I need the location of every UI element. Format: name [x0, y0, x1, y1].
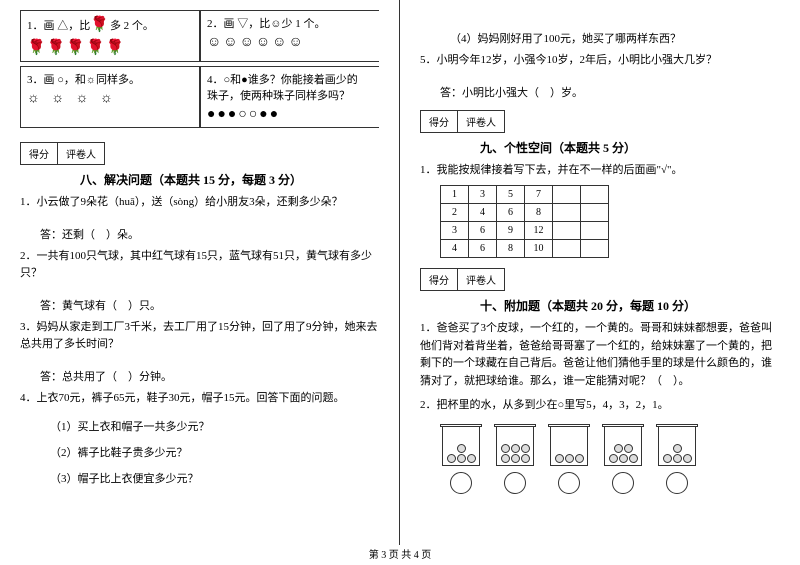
- cup: [494, 424, 536, 494]
- score-box-8: 得分 评卷人: [20, 142, 379, 165]
- cup: [440, 424, 482, 494]
- question-2: 2．画 ▽，比☺少 1 个。 ☺☺☺☺☺☺: [200, 10, 379, 62]
- cup: [656, 424, 698, 494]
- sub-4-4: （4）妈妈刚好用了100元，她买了哪两样东西？: [450, 30, 780, 46]
- score-box-9: 得分 评卷人: [420, 110, 780, 133]
- table-cell: [553, 222, 581, 240]
- table-cell: 5: [497, 186, 525, 204]
- table-cell: [581, 222, 609, 240]
- score-label-9: 得分: [420, 110, 458, 133]
- table-cell: 6: [497, 204, 525, 222]
- q1-tail: 多 2 个。: [110, 20, 154, 32]
- table-cell: 7: [525, 186, 553, 204]
- q1-icons: 🌹🌹🌹🌹🌹: [27, 38, 193, 57]
- answer-circle[interactable]: [450, 472, 472, 494]
- table-cell: 2: [441, 204, 469, 222]
- q2-label: 2．画 ▽，比: [207, 18, 270, 30]
- table-cell: [581, 240, 609, 258]
- cup: [602, 424, 644, 494]
- grader-label: 评卷人: [57, 142, 105, 165]
- q4-line2: 珠子，使两种珠子同样多吗？: [207, 87, 373, 103]
- sub-4-2: （2）裤子比鞋子贵多少元？: [50, 444, 379, 460]
- question-3: 3．画 ○，和☼同样多。 ☼ ☼ ☼ ☼: [20, 66, 200, 128]
- table-cell: 4: [441, 240, 469, 258]
- score-label-10: 得分: [420, 268, 458, 291]
- q1-label: 1．画 △，比: [27, 20, 90, 32]
- table-cell: [553, 240, 581, 258]
- problem-10-1: 1．爸爸买了3个皮球，一个红的，一个黄的。哥哥和妹妹都想要，爸爸叫他们背对着背坐…: [420, 320, 780, 390]
- section-9-title: 九、个性空间（本题共 5 分）: [480, 139, 780, 156]
- problem-10-2: 2．把杯里的水，从多到少在○里写5，4，3，2，1。: [420, 397, 780, 415]
- table-cell: 8: [497, 240, 525, 258]
- table-cell: 6: [469, 222, 497, 240]
- problem-5: 5．小明今年12岁，小强今10岁，2年后，小明比小强大几岁？: [420, 52, 780, 70]
- answer-circle[interactable]: [558, 472, 580, 494]
- q3-label: 3．画 ○，和: [27, 74, 86, 86]
- answer-2: 答：黄气球有（ ）只。: [40, 297, 379, 313]
- problem-9-1: 1．我能按规律接着写下去，并在不一样的后面画"√"。: [420, 162, 780, 180]
- grader-label-10: 评卷人: [457, 268, 505, 291]
- q2-icons: ☺☺☺☺☺☺: [207, 35, 373, 51]
- table-cell: 8: [525, 204, 553, 222]
- table-cell: 10: [525, 240, 553, 258]
- q4-icons: ●●●○○●●: [207, 107, 373, 123]
- section-8-title: 八、解决问题（本题共 15 分，每题 3 分）: [80, 171, 379, 188]
- problem-4: 4．上衣70元，裤子65元，鞋子30元，帽子15元。回答下面的问题。: [20, 390, 379, 408]
- pattern-table: 135724683691246810: [440, 185, 609, 258]
- table-cell: [553, 186, 581, 204]
- table-cell: 9: [497, 222, 525, 240]
- problem-3: 3．妈妈从家走到工厂3千米，去工厂用了15分钟，回了用了9分钟，她来去总共用了多…: [20, 319, 379, 354]
- answer-3: 答：总共用了（ ）分钟。: [40, 368, 379, 384]
- answer-circle[interactable]: [666, 472, 688, 494]
- score-label: 得分: [20, 142, 58, 165]
- q4-label: 4．○和●谁多？你能接着画少的: [207, 71, 373, 87]
- section-10-title: 十、附加题（本题共 20 分，每题 10 分）: [480, 297, 780, 314]
- table-cell: 3: [441, 222, 469, 240]
- grader-label-9: 评卷人: [457, 110, 505, 133]
- sub-4-3: （3）帽子比上衣便宜多少元？: [50, 470, 379, 486]
- table-cell: 1: [441, 186, 469, 204]
- question-4: 4．○和●谁多？你能接着画少的 珠子，使两种珠子同样多吗？ ●●●○○●●: [200, 66, 379, 128]
- q2-tail: 少 1 个。: [281, 18, 325, 30]
- q3-icons: ☼ ☼ ☼ ☼: [27, 91, 193, 107]
- score-box-10: 得分 评卷人: [420, 268, 780, 291]
- problem-1: 1．小云做了9朵花（huā），送（sòng）给小朋友3朵，还剩多少朵？: [20, 194, 379, 212]
- sub-4-1: （1）买上衣和帽子一共多少元？: [50, 418, 379, 434]
- cups-row: [440, 424, 780, 494]
- cup: [548, 424, 590, 494]
- table-cell: [581, 204, 609, 222]
- page-footer: 第 3 页 共 4 页: [0, 546, 800, 561]
- table-cell: [553, 204, 581, 222]
- table-cell: [581, 186, 609, 204]
- answer-1: 答：还剩（ ）朵。: [40, 226, 379, 242]
- table-cell: 3: [469, 186, 497, 204]
- table-cell: 6: [469, 240, 497, 258]
- answer-circle[interactable]: [504, 472, 526, 494]
- question-1: 1．画 △，比🌹多 2 个。 🌹🌹🌹🌹🌹: [20, 10, 200, 62]
- answer-5: 答：小明比小强大（ ）岁。: [440, 84, 780, 100]
- table-cell: 4: [469, 204, 497, 222]
- q3-tail: 同样多。: [96, 74, 140, 86]
- problem-2: 2．一共有100只气球，其中红气球有15只，蓝气球有51只，黄气球有多少只？: [20, 248, 379, 283]
- answer-circle[interactable]: [612, 472, 634, 494]
- table-cell: 12: [525, 222, 553, 240]
